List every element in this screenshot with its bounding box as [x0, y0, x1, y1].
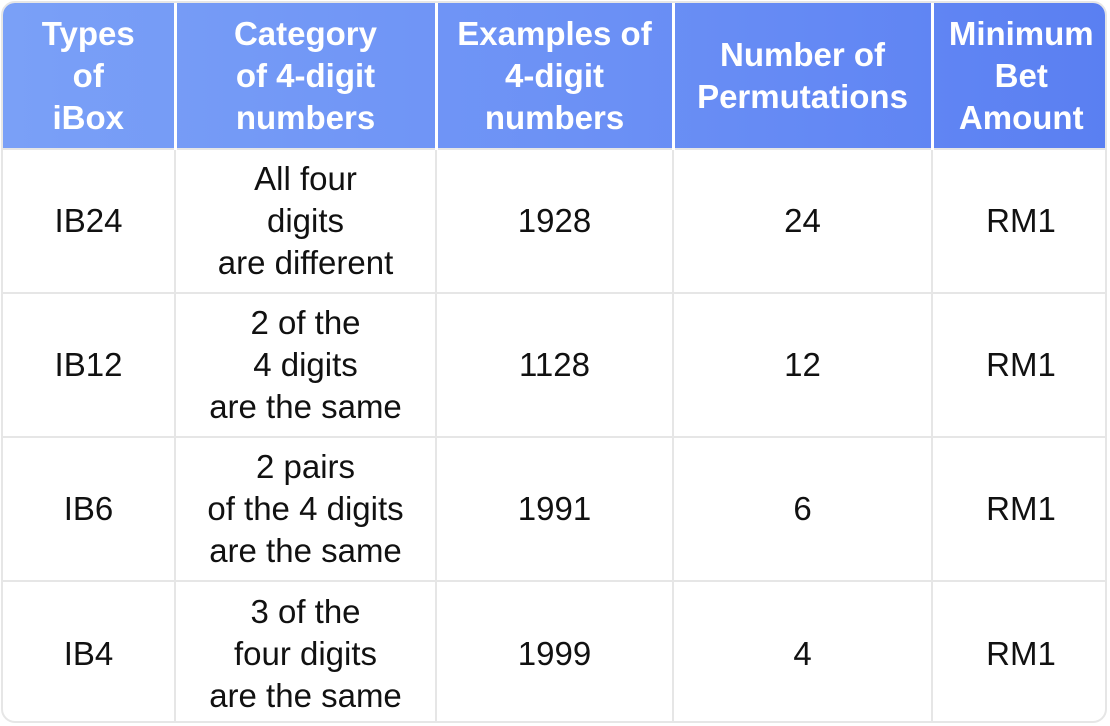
cell-min-bet: RM1 — [932, 580, 1105, 721]
cell-min-bet: RM1 — [932, 292, 1105, 437]
header-row: Types of iBox Category of 4-digit number… — [3, 3, 1105, 149]
cell-permutations: 4 — [673, 580, 933, 721]
cell-category: 2 pairs of the 4 digits are the same — [175, 436, 437, 581]
header-minimum-bet: Minimum Bet Amount — [948, 14, 1094, 136]
table-body: IB24 All four digits are different 1928 … — [3, 148, 1105, 721]
table-row: IB12 2 of the 4 digits are the same 1128… — [3, 292, 1105, 437]
header-category: Category of 4-digit numbers — [175, 3, 438, 149]
cell-example: 1128 — [436, 292, 674, 437]
cell-example: 1999 — [436, 580, 674, 721]
cell-category: All four digits are different — [175, 148, 437, 293]
table-header: Types of iBox Category of 4-digit number… — [3, 3, 1105, 149]
table-row: IB24 All four digits are different 1928 … — [3, 148, 1105, 293]
table-row: IB6 2 pairs of the 4 digits are the same… — [3, 436, 1105, 581]
cell-permutations: 24 — [673, 148, 933, 293]
cell-min-bet: RM1 — [932, 148, 1105, 293]
cell-type: IB12 — [3, 292, 176, 437]
header-examples: Examples of 4-digit numbers — [436, 3, 675, 149]
cell-category: 2 of the 4 digits are the same — [175, 292, 437, 437]
ibox-table: Types of iBox Category of 4-digit number… — [3, 3, 1105, 721]
cell-type: IB4 — [3, 580, 176, 721]
cell-type: IB6 — [3, 436, 176, 581]
cell-permutations: 6 — [673, 436, 933, 581]
cell-example: 1928 — [436, 148, 674, 293]
cell-permutations: 12 — [673, 292, 933, 437]
cell-type: IB24 — [3, 148, 176, 293]
cell-category: 3 of the four digits are the same — [175, 580, 437, 721]
cell-example: 1991 — [436, 436, 674, 581]
header-permutations: Number of Permutations — [673, 3, 934, 149]
table-row: IB4 3 of the four digits are the same 19… — [3, 580, 1105, 721]
cell-min-bet: RM1 — [932, 436, 1105, 581]
header-types-of-ibox: Types of iBox — [3, 3, 177, 149]
